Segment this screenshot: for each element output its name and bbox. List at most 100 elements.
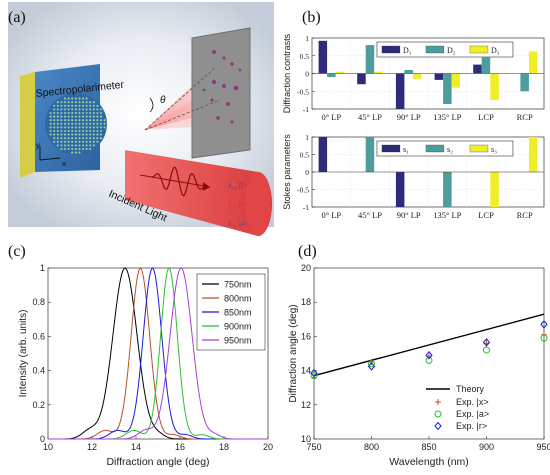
- metasurface-dot: [85, 115, 88, 118]
- y-tick-label: -1: [303, 203, 309, 212]
- y-tick-label: -0.5: [297, 186, 309, 195]
- bar: [365, 45, 375, 74]
- metasurface-dot: [60, 147, 63, 151]
- ray-line-2: [144, 99, 221, 131]
- bar: [451, 73, 461, 88]
- metasurface-dot: [103, 119, 106, 122]
- metasurface-dot: [74, 97, 77, 100]
- metasurface-dot: [89, 111, 92, 115]
- data-point: [368, 360, 375, 368]
- state-label-2: λ₂, |x>: [228, 200, 249, 209]
- metasurface-dot: [96, 122, 99, 125]
- metasurface-dot: [78, 140, 81, 143]
- category-label: 45° LP: [358, 112, 382, 122]
- metasurface-dot: [85, 108, 88, 111]
- legend-label: s₃: [491, 145, 497, 154]
- legend-label: Exp. |r>: [456, 421, 487, 431]
- metasurface-dot: [71, 111, 74, 115]
- metasurface-dot: [56, 101, 59, 104]
- metasurface-dot: [78, 122, 81, 125]
- metasurface-dot: [56, 108, 59, 111]
- y-axis-label: Stokes parameters: [282, 134, 292, 210]
- metasurface-dot: [74, 104, 77, 107]
- metasurface-dot: [63, 111, 67, 115]
- metasurface-dot: [71, 119, 74, 122]
- metasurface-dot: [96, 119, 99, 122]
- metasurface-dot: [67, 144, 70, 147]
- data-point: [540, 320, 548, 329]
- metasurface-dot: [71, 137, 74, 140]
- metasurface-dot: [96, 126, 99, 129]
- metasurface-dot: [53, 137, 56, 140]
- metasurface-dot: [53, 108, 56, 111]
- metasurface-dot: [89, 122, 92, 125]
- y-tick-label: 0.6: [32, 331, 45, 341]
- legend-label: Exp. |a>: [456, 409, 489, 419]
- metasurface-dot: [99, 115, 103, 118]
- device-frame: [20, 72, 35, 178]
- metasurface-dot: [60, 108, 63, 111]
- data-point: [540, 334, 548, 342]
- metasurface-dot: [60, 104, 63, 107]
- legend-marker: [434, 421, 442, 431]
- x-tick-label: 20: [263, 442, 273, 452]
- bar: [318, 40, 328, 74]
- y-tick-label: 10: [301, 434, 311, 444]
- metasurface-dot: [56, 144, 59, 147]
- y-tick-label: 16: [301, 331, 311, 341]
- metasurface-dot: [67, 97, 70, 100]
- metasurface-dot: [67, 133, 70, 136]
- bar: [327, 73, 336, 78]
- metasurface-dot: [74, 122, 77, 125]
- metasurface-dot: [92, 140, 95, 143]
- metasurface-dot: [60, 133, 63, 136]
- metasurface-dot: [85, 144, 88, 147]
- metasurface-dot: [74, 126, 77, 129]
- x-tick-label: 800: [364, 442, 379, 452]
- metasurface-dot: [92, 108, 95, 111]
- bar: [365, 137, 375, 172]
- category-label: LCP: [478, 112, 494, 122]
- metasurface-dot: [89, 133, 92, 136]
- category-label: LCP: [478, 210, 494, 220]
- metasurface-dot: [92, 119, 95, 122]
- bar: [490, 73, 499, 101]
- metasurface-dot: [53, 126, 56, 129]
- legend-box: [376, 140, 514, 157]
- x-tick-label: 950: [536, 442, 550, 452]
- y-axis-label: Diffraction angle (deg): [288, 304, 299, 402]
- category-label: 0° LP: [321, 112, 341, 122]
- metasurface-dot: [60, 129, 63, 133]
- data-point: [367, 362, 376, 371]
- legend-label: Exp. |x>: [456, 397, 489, 407]
- data-point: [310, 372, 318, 380]
- theory-line: [313, 313, 545, 377]
- metasurface-dot: [53, 115, 56, 118]
- legend-swatch: [469, 144, 489, 153]
- metasurface-dot: [74, 133, 77, 136]
- metasurface-dot: [71, 122, 74, 125]
- metasurface-dot: [56, 122, 59, 125]
- metasurface-dot: [53, 119, 56, 122]
- metasurface-dot: [63, 97, 67, 100]
- metasurface-dot: [85, 97, 88, 100]
- metasurface-dot: [96, 115, 99, 118]
- metasurface-dot: [103, 126, 106, 129]
- metasurface-dot: [63, 104, 67, 107]
- metasurface-dot: [85, 122, 88, 125]
- legend-label: s₂: [447, 145, 453, 154]
- chart-stokes-parameters: -1 -0.5 0 0.5 1 0° LP 45° LP 90° LP 135° LP LCP RC…: [282, 133, 545, 220]
- metasurface-dot: [67, 147, 70, 151]
- metasurface-dot: [85, 140, 88, 143]
- series-line: [48, 267, 268, 440]
- data-point: [425, 350, 433, 360]
- bar: [443, 172, 452, 207]
- legend-label: 950nm: [224, 336, 252, 346]
- metasurface-dot: [74, 101, 77, 104]
- metasurface-dot: [60, 111, 63, 115]
- legend-label: s₁: [403, 145, 409, 154]
- metasurface-dot: [63, 115, 67, 118]
- metasurface-dot: [81, 140, 85, 143]
- metasurface-dot: [96, 108, 99, 111]
- metasurface-dot: [63, 122, 67, 125]
